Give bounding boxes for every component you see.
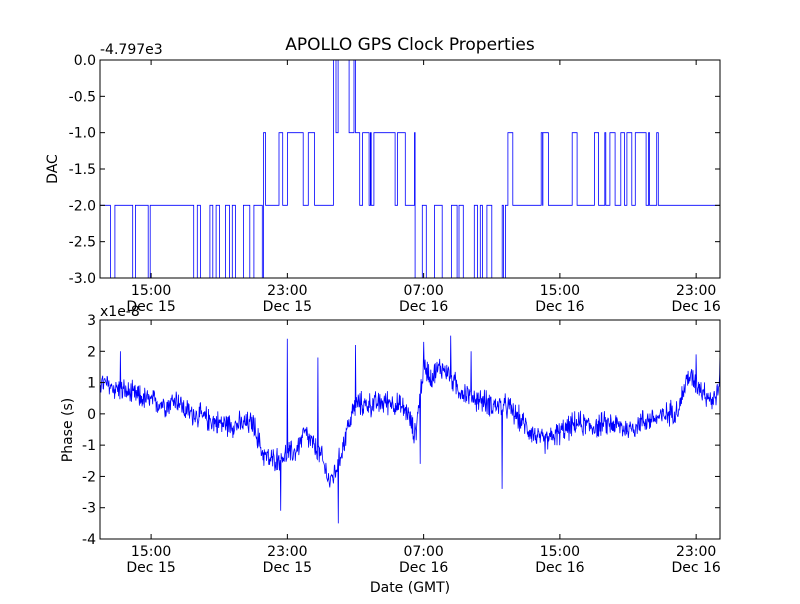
phase-y-label: Phase (s)	[60, 398, 76, 462]
dac-ytick-label: -0.5	[69, 89, 96, 105]
dac-xtick-time: 23:00	[267, 283, 307, 299]
dac-ytick-label: -2.0	[69, 198, 96, 214]
dac-xtick-time: 15:00	[131, 283, 171, 299]
phase-plot-frame	[99, 319, 721, 540]
phase-ytick-label: 2	[87, 344, 96, 360]
dac-xtick-date: Dec 15	[126, 299, 175, 315]
phase-xtick-time: 15:00	[540, 544, 580, 560]
dac-xtick-time: 15:00	[540, 283, 580, 299]
dac-ytick-label: -3.0	[69, 271, 96, 287]
dac-series	[100, 59, 720, 279]
dac-y-ticks: 0.0 -0.5 -1.0 -1.5 -2.0 -2.5 -3.0	[69, 53, 720, 287]
phase-ytick-label: -3	[82, 501, 96, 517]
phase-xtick-date: Dec 16	[399, 560, 448, 576]
dac-xtick-date: Dec 15	[263, 299, 312, 315]
phase-y-ticks: 3 2 1 0 -1 -2 -3 -4	[82, 313, 720, 548]
phase-xtick-time: 07:00	[403, 544, 443, 560]
phase-ytick-label: 3	[87, 313, 96, 329]
dac-ytick-label: -1.5	[69, 162, 96, 178]
phase-x-label: Date (GMT)	[370, 580, 450, 596]
dac-ytick-label: 0.0	[74, 53, 96, 69]
phase-line	[99, 335, 721, 524]
phase-xtick-date: Dec 15	[263, 560, 312, 576]
chart-title: APOLLO GPS Clock Properties	[285, 35, 535, 55]
dac-xtick-date: Dec 16	[399, 299, 448, 315]
dac-line	[100, 59, 720, 279]
phase-offset-label: x1e-8	[100, 304, 140, 320]
phase-ytick-label: 1	[87, 376, 96, 392]
phase-ytick-label: -4	[82, 532, 96, 548]
dac-offset-label: -4.797e3	[100, 42, 163, 58]
dac-ytick-label: -1.0	[69, 126, 96, 142]
phase-ytick-label: 0	[87, 407, 96, 423]
dac-y-label: DAC	[45, 154, 61, 184]
phase-ytick-label: -1	[82, 438, 96, 454]
dac-ytick-label: -2.5	[69, 235, 96, 251]
dac-xtick-date: Dec 16	[535, 299, 584, 315]
phase-xtick-date: Dec 15	[126, 560, 175, 576]
phase-series	[99, 335, 721, 524]
phase-xtick-date: Dec 16	[671, 560, 720, 576]
dac-xtick-date: Dec 16	[671, 299, 720, 315]
phase-ytick-label: -2	[82, 469, 96, 485]
phase-xtick-time: 23:00	[267, 544, 307, 560]
phase-xtick-time: 15:00	[131, 544, 171, 560]
phase-xtick-time: 23:00	[676, 544, 716, 560]
dac-xtick-time: 23:00	[676, 283, 716, 299]
phase-xtick-date: Dec 16	[535, 560, 584, 576]
dac-xtick-time: 07:00	[403, 283, 443, 299]
